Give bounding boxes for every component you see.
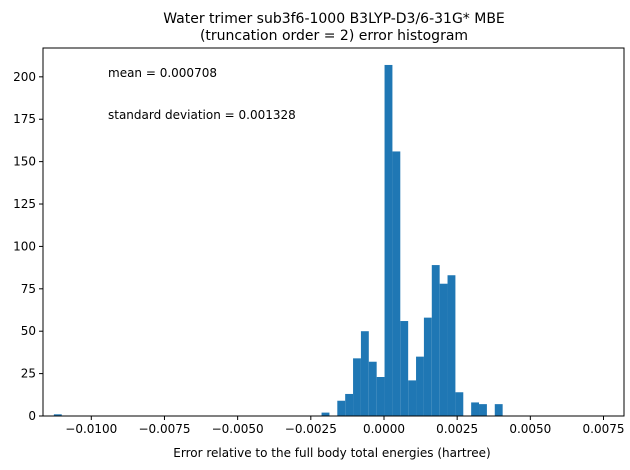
histogram-bar bbox=[368, 361, 377, 416]
y-tick-label: 125 bbox=[13, 197, 36, 211]
x-tick-label: 0.0000 bbox=[363, 422, 405, 436]
histogram-bar bbox=[345, 393, 354, 416]
histogram-bar bbox=[353, 358, 361, 416]
y-tick-label: 100 bbox=[13, 239, 36, 253]
histogram-bar bbox=[479, 404, 487, 416]
y-tick-label: 150 bbox=[13, 155, 36, 169]
histogram-bar bbox=[439, 283, 448, 416]
histogram-bar bbox=[376, 376, 385, 416]
x-axis-label: Error relative to the full body total en… bbox=[173, 446, 490, 460]
chart-title: Water trimer sub3f6-1000 B3LYP-D3/6-31G*… bbox=[163, 11, 505, 27]
y-tick-label: 200 bbox=[13, 70, 36, 84]
histogram-bar bbox=[360, 331, 369, 416]
x-tick-label: 0.0025 bbox=[436, 422, 478, 436]
chart-subtitle: (truncation order = 2) error histogram bbox=[200, 28, 468, 44]
x-tick-label: −0.0050 bbox=[212, 422, 264, 436]
histogram-bar bbox=[408, 380, 417, 416]
x-tick-label: −0.0100 bbox=[65, 422, 117, 436]
std-annotation: standard deviation = 0.001328 bbox=[108, 108, 296, 122]
y-tick-label: 175 bbox=[13, 112, 36, 126]
histogram-bar bbox=[53, 414, 62, 416]
histogram-bar bbox=[321, 412, 330, 416]
histogram-bar bbox=[384, 64, 393, 416]
histogram-bar bbox=[494, 404, 503, 416]
plot-frame bbox=[42, 47, 625, 417]
histogram-bar bbox=[431, 265, 440, 416]
x-tick-label: −0.0075 bbox=[138, 422, 190, 436]
histogram-bar bbox=[423, 317, 432, 416]
y-tick-label: 0 bbox=[28, 409, 36, 423]
x-axis-ticks: −0.0100 −0.0075 −0.0050 −0.0025 0.0000 0.0025… bbox=[65, 416, 625, 436]
histogram-bar bbox=[400, 321, 409, 416]
y-axis-ticks: 0 25 50 75 100 125 150 175 200 bbox=[13, 70, 43, 423]
histogram-bar bbox=[337, 400, 346, 416]
histogram-bar bbox=[416, 356, 424, 416]
histogram-bars bbox=[53, 64, 503, 416]
histogram-bar bbox=[392, 151, 401, 416]
mean-annotation: mean = 0.000708 bbox=[108, 66, 217, 80]
histogram-bar bbox=[447, 275, 456, 416]
y-tick-label: 25 bbox=[21, 367, 36, 381]
x-tick-label: 0.0050 bbox=[509, 422, 551, 436]
x-tick-label: −0.0025 bbox=[285, 422, 337, 436]
x-tick-label: 0.0075 bbox=[583, 422, 625, 436]
histogram-bar bbox=[471, 402, 480, 416]
y-tick-label: 50 bbox=[21, 324, 36, 338]
histogram-bar bbox=[455, 392, 464, 416]
y-tick-label: 75 bbox=[21, 282, 36, 296]
